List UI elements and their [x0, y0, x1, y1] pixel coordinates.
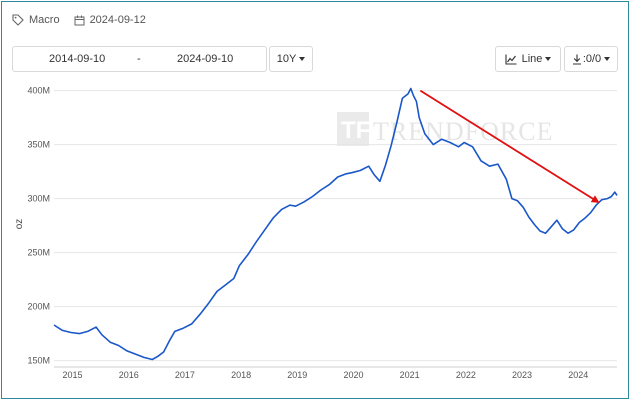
- x-tick-label: 2017: [175, 370, 195, 380]
- x-tick-label: 2020: [343, 370, 363, 380]
- x-tick-label: 2015: [63, 370, 83, 380]
- watermark-logo-letters: TF: [341, 117, 370, 144]
- y-tick-label: 250M: [27, 248, 50, 258]
- x-tick-label: 2019: [287, 370, 307, 380]
- date-range-picker[interactable]: 2014-09-10 - 2024-09-10: [12, 46, 267, 72]
- line-chart-icon: [505, 54, 517, 65]
- meta-date: 2024-09-12: [89, 14, 146, 26]
- tag-label: Macro: [29, 14, 60, 26]
- chart-type-label: Line: [521, 53, 543, 65]
- range-label: 10Y: [276, 53, 297, 65]
- watermark-text: TRENDFORCE: [373, 117, 553, 146]
- end-date-field[interactable]: 2024-09-10: [177, 53, 234, 65]
- annotations: [419, 89, 600, 203]
- y-tick-label: 400M: [27, 86, 50, 96]
- series: [53, 87, 618, 361]
- download-label: :0/0: [582, 53, 602, 65]
- watermark: TF TRENDFORCE: [337, 112, 553, 146]
- y-tick-label: 300M: [27, 194, 50, 204]
- tag-item[interactable]: Macro: [12, 14, 60, 26]
- chevron-down-icon: [299, 57, 306, 61]
- y-axis-title: oz: [14, 219, 25, 230]
- chevron-down-icon: [545, 57, 552, 61]
- trend-arrow: [419, 89, 600, 203]
- x-axis: 2015 2016 2017 2018 2019 2020 2021 2022 2023 2024: [54, 366, 617, 380]
- calendar-icon: [74, 15, 85, 26]
- x-tick-label: 2024: [568, 370, 588, 380]
- y-tick-label: 200M: [27, 302, 50, 312]
- meta-row: Macro 2024-09-12: [12, 11, 160, 29]
- series-line: [53, 87, 618, 361]
- range-dropdown-button[interactable]: 10Y: [269, 46, 313, 72]
- x-tick-label: 2023: [512, 370, 532, 380]
- y-tick-label: 350M: [27, 140, 50, 150]
- x-tick-label: 2016: [119, 370, 139, 380]
- chevron-down-icon: [604, 57, 611, 61]
- x-tick-label: 2022: [456, 370, 476, 380]
- date-separator: -: [137, 53, 141, 65]
- download-button[interactable]: :0/0: [564, 46, 618, 72]
- y-tick-label: 150M: [27, 356, 50, 366]
- download-icon: [572, 54, 582, 65]
- date-item: 2024-09-12: [74, 14, 146, 26]
- tag-icon: [12, 14, 24, 26]
- y-axis: 150M 200M 250M 300M 350M 400M: [27, 86, 50, 366]
- watermark-logo: [337, 112, 369, 146]
- x-tick-label: 2021: [400, 370, 420, 380]
- start-date-field[interactable]: 2014-09-10: [49, 53, 106, 65]
- x-tick-label: 2018: [231, 370, 251, 380]
- chart-type-button[interactable]: Line: [495, 46, 561, 72]
- grid: [54, 90, 617, 362]
